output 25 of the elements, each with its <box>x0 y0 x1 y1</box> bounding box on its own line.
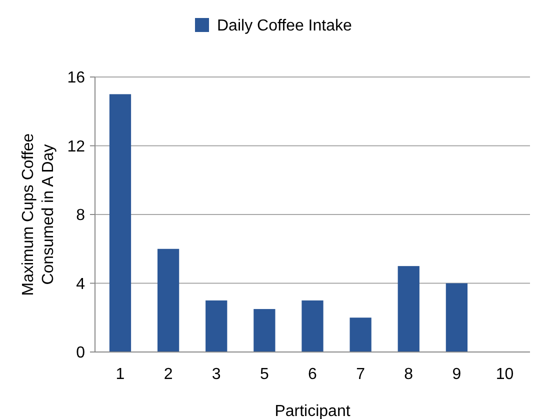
x-tick-label: 6 <box>308 366 318 383</box>
x-tick-label: 8 <box>404 366 414 383</box>
bar <box>350 318 372 352</box>
y-tick-label: 0 <box>76 344 86 362</box>
bar <box>302 300 324 352</box>
bar <box>206 300 228 352</box>
x-tick-label: 9 <box>452 366 462 383</box>
bar <box>109 94 132 352</box>
bar <box>157 248 180 352</box>
y-tick-label: 4 <box>76 276 86 293</box>
x-tick-label: 7 <box>356 366 366 383</box>
bar <box>254 309 276 352</box>
x-axis-title: Participant <box>274 403 351 419</box>
x-tick-label: 10 <box>496 366 514 383</box>
x-tick-label: 1 <box>116 366 125 383</box>
y-tick-label: 16 <box>67 70 86 87</box>
y-tick-label: 12 <box>67 138 86 156</box>
legend-label: Daily Coffee Intake <box>217 18 352 35</box>
y-tick-label: 8 <box>76 207 86 224</box>
x-tick-label: 5 <box>260 366 269 383</box>
x-tick-label: 3 <box>212 366 221 383</box>
x-tick-label: 2 <box>164 366 173 383</box>
y-axis-title: Maximum Cups Coffee Consumed in A Day <box>20 133 57 296</box>
bar <box>446 283 468 352</box>
bar <box>398 266 420 352</box>
